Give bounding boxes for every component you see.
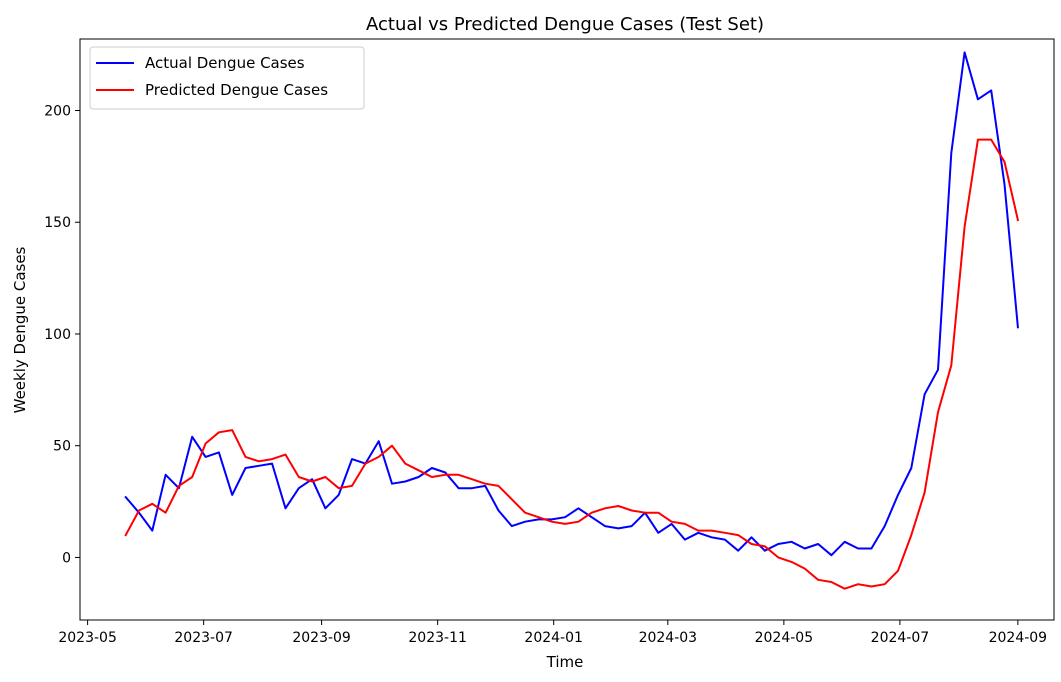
x-tick-label: 2024-01 <box>524 630 583 646</box>
predicted-cases-line <box>124 138 1020 590</box>
y-axis-label: Weekly Dengue Cases <box>11 246 29 413</box>
y-tick-label: 100 <box>44 327 71 343</box>
x-tick-label: 2024-07 <box>871 630 930 646</box>
y-tick-label: 50 <box>53 439 71 455</box>
x-tick-label: 2023-11 <box>408 630 467 646</box>
y-tick-label: 0 <box>62 550 71 566</box>
x-tick-label: 2023-09 <box>292 630 351 646</box>
series-layer <box>124 51 1020 590</box>
y-tick-label: 200 <box>44 104 71 120</box>
legend: Actual Dengue Cases Predicted Dengue Cas… <box>89 46 365 110</box>
axes-layer: 2023-05 2023-07 2023-09 2023-11 2024-01 2024-… <box>44 104 1047 646</box>
legend-predicted-label: Predicted Dengue Cases <box>145 81 328 99</box>
x-tick-label: 2023-07 <box>174 630 233 646</box>
y-tick-label: 150 <box>44 215 71 231</box>
plot-area <box>80 39 1054 620</box>
plot-frame <box>79 38 1055 621</box>
x-axis-label: Time <box>546 653 584 671</box>
x-tick-label: 2024-05 <box>755 630 814 646</box>
chart-title: Actual vs Predicted Dengue Cases (Test S… <box>366 14 764 35</box>
x-tick-label: 2024-03 <box>639 630 698 646</box>
actual-cases-line <box>124 51 1019 557</box>
legend-box <box>89 46 365 110</box>
x-tick-label: 2023-05 <box>58 630 117 646</box>
legend-actual-label: Actual Dengue Cases <box>145 54 305 72</box>
x-tick-label: 2024-09 <box>989 630 1048 646</box>
